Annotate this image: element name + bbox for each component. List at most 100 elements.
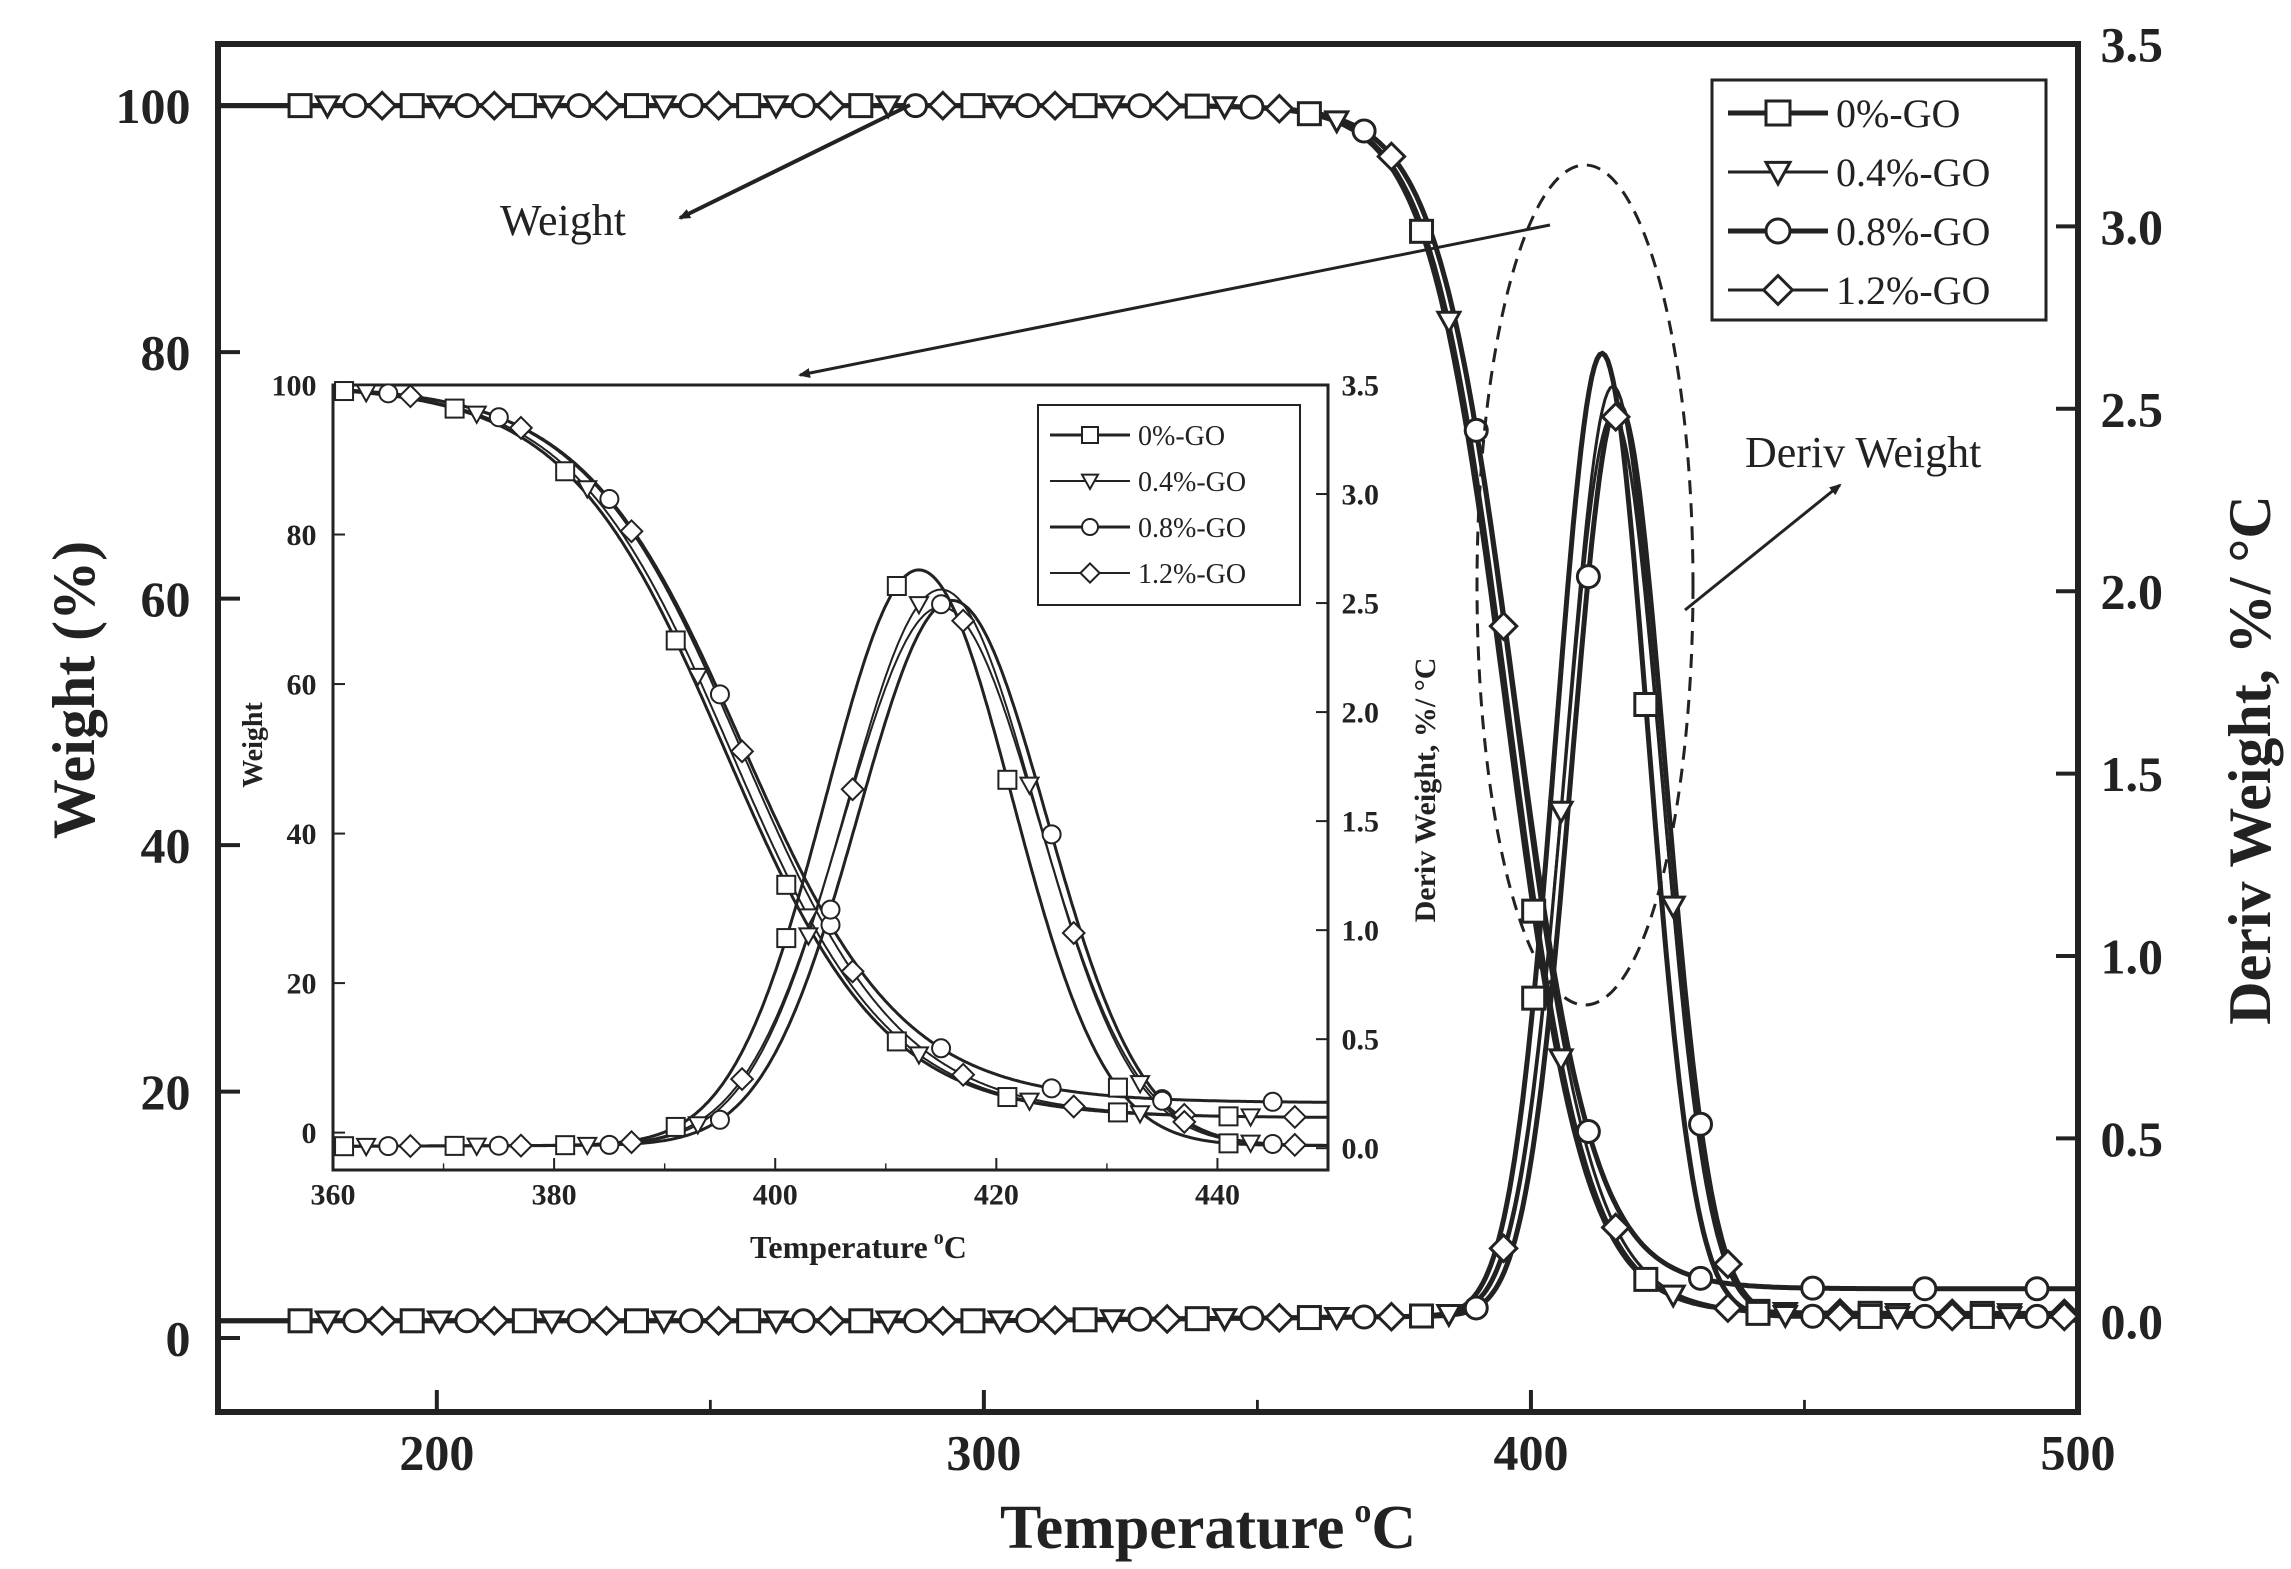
weight-point-0.8%-GO [1239, 94, 1265, 120]
weight-point-0%-GO [1218, 1106, 1239, 1127]
deriv-point-0.4%-GO [762, 1310, 790, 1335]
y-right-tick-label: 2.5 [1342, 588, 1380, 621]
weight-point-0.8%-GO [1127, 93, 1153, 119]
deriv-point-0%-GO [848, 1308, 874, 1334]
deriv-point-0.4%-GO [874, 1310, 902, 1335]
deriv-point-0%-GO [1072, 1307, 1098, 1333]
deriv-point-0.4%-GO [986, 1310, 1014, 1335]
deriv-point-0.8%-GO [1800, 1303, 1826, 1329]
deriv-point-0.4%-GO [1996, 1306, 2024, 1331]
weight-point-0.8%-GO [1800, 1275, 1826, 1301]
legend-label: 0.4%-GO [1138, 467, 1246, 498]
y-left-tick-label: 20 [287, 968, 317, 1001]
deriv-point-0%-GO [1218, 1133, 1239, 1154]
legend-label: 0.8%-GO [1836, 209, 1990, 254]
y-right-tick-label: 0.5 [1342, 1024, 1380, 1057]
weight-point-0%-GO [665, 630, 686, 651]
deriv-point-0.8%-GO [1127, 1306, 1153, 1332]
deriv-point-1.2%-GO [1712, 1248, 1744, 1280]
deriv-point-1.2%-GO [619, 1129, 644, 1155]
y-left-tick-label: 0 [166, 1311, 191, 1367]
deriv-point-0.8%-GO [488, 1135, 509, 1156]
deriv-point-0.4%-GO [1211, 1308, 1239, 1333]
inset-legend: 0%-GO 0.4%-GO 0.8%-GO 1.2%-GO [1037, 404, 1301, 606]
weight-point-1.2%-GO [703, 90, 734, 121]
deriv-point-0.4%-GO [650, 1310, 678, 1335]
weight-point-0.4%-GO [538, 95, 566, 120]
inset-arrow [798, 223, 1551, 378]
weight-point-1.2%-GO [508, 415, 534, 441]
deriv-point-0%-GO [1184, 1306, 1210, 1332]
weight-point-0%-GO [886, 1031, 907, 1052]
deriv-point-0.8%-GO [2024, 1303, 2050, 1329]
weight-point-0.8%-GO [1262, 1091, 1283, 1112]
deriv-point-0.8%-GO [1239, 1305, 1265, 1331]
weight-point-0.8%-GO [1015, 93, 1041, 119]
deriv-point-0%-GO [1107, 1077, 1128, 1098]
weight-point-0.8%-GO [709, 684, 730, 705]
deriv-point-1.2%-GO [950, 608, 976, 633]
weight-point-0%-GO [511, 93, 537, 119]
deriv-point-0.8%-GO [454, 1308, 480, 1334]
weight-point-0.8%-GO [790, 93, 816, 119]
weight-point-0.8%-GO [2024, 1276, 2050, 1302]
weight-point-0.4%-GO [355, 384, 377, 404]
weight-point-0.4%-GO [576, 480, 598, 500]
y-right-tick-label: 0.5 [2101, 1111, 2164, 1167]
x-tick-label: 420 [974, 1179, 1019, 1212]
weight-point-1.2%-GO [1600, 1212, 1632, 1243]
weight-point-1.2%-GO [1263, 93, 1295, 125]
legend-label: 0.4%-GO [1836, 150, 1990, 195]
weight-point-0.4%-GO [687, 667, 709, 688]
weight-annotation: Weight [500, 196, 626, 245]
inset-chart: 360 380 400 420 440 0 20 40 60 80 100 0.0 0.5 1.0 1.5 2… [238, 370, 1442, 1266]
main-chart: 200 300 400 5000204060801000.00.51.01.52.02… [41, 17, 2283, 1563]
deriv-point-0%-GO [886, 575, 907, 596]
y-right-tick-label: 2.0 [2101, 564, 2164, 620]
weight-point-0%-GO [1107, 1102, 1128, 1123]
weight-point-1.2%-GO [729, 739, 755, 764]
weight-point-0.4%-GO [1435, 310, 1463, 336]
weight-point-0%-GO [334, 381, 355, 402]
deriv-point-0.8%-GO [378, 1136, 399, 1157]
weight-point-0%-GO [399, 93, 425, 119]
deriv-point-1.2%-GO [729, 1066, 755, 1092]
deriv-point-0.4%-GO [1239, 1134, 1262, 1154]
x-tick-label: 500 [2041, 1425, 2116, 1481]
weight-point-0.4%-GO [1098, 95, 1126, 120]
deriv-point-0%-GO [1521, 985, 1547, 1011]
y-left-tick-label: 80 [141, 325, 191, 381]
weight-point-0%-GO [1184, 93, 1210, 119]
inset-y-axis-title-left: Weight [238, 702, 269, 788]
deriv-point-1.2%-GO [703, 1305, 734, 1337]
weight-point-1.2%-GO [927, 90, 959, 121]
deriv-point-0.4%-GO [1659, 895, 1687, 920]
deriv-point-0%-GO [776, 928, 797, 949]
deriv-point-0.8%-GO [931, 594, 952, 615]
y-right-tick-label: 3.5 [2101, 17, 2164, 73]
weight-point-0.8%-GO [1575, 1118, 1601, 1144]
weight-point-1.2%-GO [815, 90, 847, 121]
deriv-point-0.8%-GO [820, 899, 841, 920]
legend-marker [1764, 217, 1792, 245]
deriv-point-0%-GO [511, 1308, 537, 1334]
deriv-point-0.4%-GO [1129, 1075, 1151, 1095]
weight-point-0.8%-GO [1912, 1276, 1938, 1302]
deriv-point-0%-GO [624, 1308, 649, 1334]
deriv-point-1.2%-GO [1488, 1233, 1519, 1264]
y-left-tick-label: 40 [287, 818, 317, 851]
deriv-point-1.2%-GO [1263, 1302, 1295, 1334]
deriv-point-1.2%-GO [815, 1305, 847, 1337]
deriv-point-1.2%-GO [840, 777, 865, 802]
weight-point-1.2%-GO [1712, 1292, 1744, 1324]
legend-label: 1.2%-GO [1836, 268, 1990, 313]
deriv-point-0.4%-GO [313, 1310, 341, 1335]
weight-point-0.4%-GO [1547, 1048, 1575, 1073]
legend-marker [1763, 160, 1793, 188]
deriv-point-0%-GO [1409, 1303, 1435, 1329]
y-right-tick-label: 3.0 [1342, 479, 1380, 512]
deriv-point-1.2%-GO [2048, 1301, 2080, 1332]
main-x-axis-title: Temperature oC [1000, 1493, 1416, 1562]
deriv-point-0%-GO [665, 1116, 686, 1137]
